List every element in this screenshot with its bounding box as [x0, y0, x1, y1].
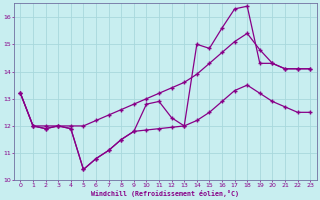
X-axis label: Windchill (Refroidissement éolien,°C): Windchill (Refroidissement éolien,°C) [91, 190, 239, 197]
